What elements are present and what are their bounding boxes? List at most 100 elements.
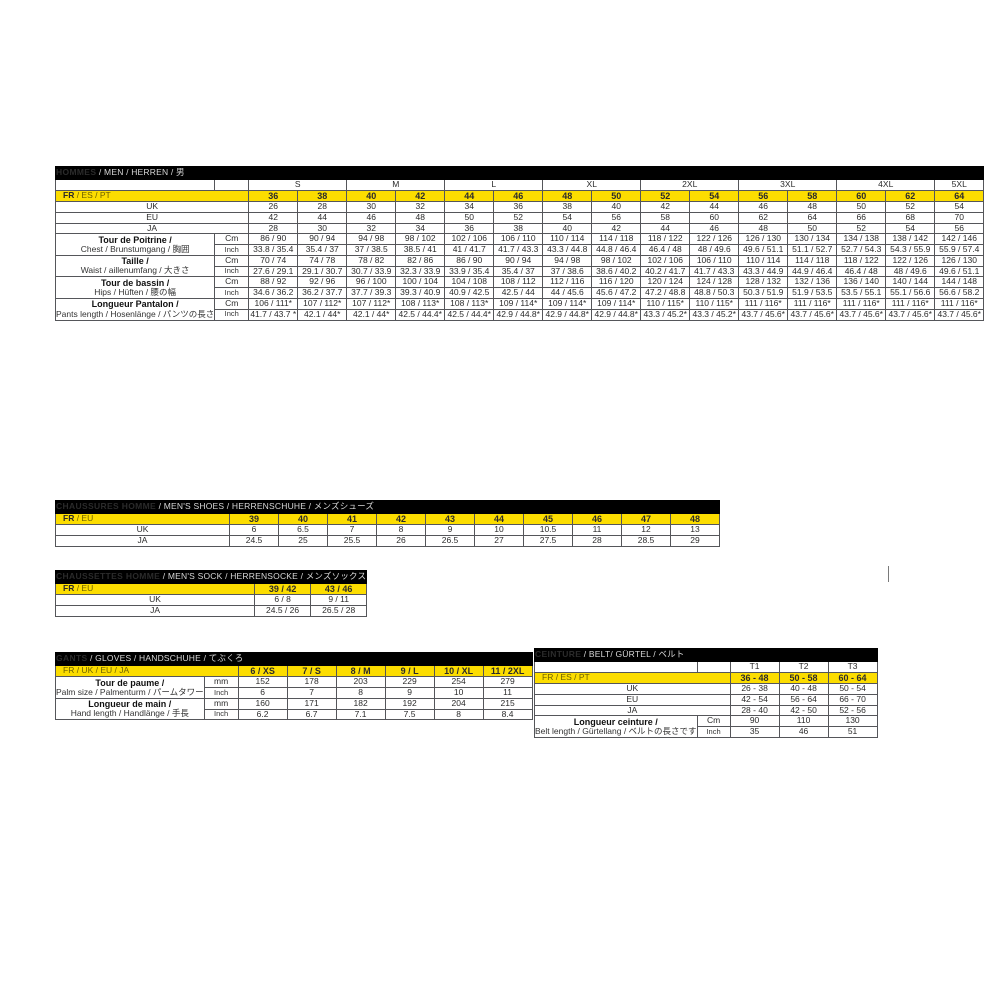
table-cell: 136 / 140 <box>836 276 887 289</box>
table-cell: 70 / 74 <box>248 254 299 267</box>
table-cell: 9 <box>425 524 475 537</box>
men-row-eu: EU 42 44 46 48 50 52 54 56 58 60 62 64 6… <box>54 211 985 224</box>
table-cell: 90 / 94 <box>493 254 544 267</box>
table-cell: 24.5 / 26 <box>254 605 312 617</box>
socks-row-uk: UK 6 / 8 9 / 11 <box>54 594 368 607</box>
table-cell: 6 <box>237 687 288 699</box>
table-cell: 42 <box>395 189 446 203</box>
table-cell: 26 - 38 <box>729 683 780 695</box>
table-cell: 111 / 116* <box>934 298 985 310</box>
table-cell: 25.5 <box>327 535 377 547</box>
table-cell: 8.4 <box>482 708 533 721</box>
belt-row-eu: EU 42 - 54 56 - 64 66 - 70 <box>534 693 878 706</box>
table-cell: 33.9 / 35.4 <box>444 265 495 278</box>
table-cell: 34.6 / 36.2 <box>248 287 299 299</box>
table-cell: 6 <box>229 524 279 537</box>
table-cell: 28 <box>297 201 348 213</box>
shoes-row-uk: UK 6 6.5 7 8 9 10 10.5 11 12 13 <box>55 524 720 537</box>
table-cell: 43.7 / 45.6* <box>787 308 838 321</box>
men-row-label-ja: JA <box>54 222 250 235</box>
table-cell: 48 <box>670 512 720 526</box>
table-cell: 46.4 / 48 <box>836 265 887 278</box>
table-cell: 42.1 / 44* <box>346 308 397 321</box>
table-cell: 40 <box>278 512 328 526</box>
table-cell: 49.6 / 51.1 <box>738 244 789 256</box>
gloves-measure-hand-mm: Longueur de main / Hand length / Handlän… <box>55 697 533 721</box>
table-cell: 62 <box>885 189 936 203</box>
shoes-row-ja: JA 24.5 25 25.5 26 26.5 27 27.5 28 28.5 … <box>55 535 720 547</box>
men-measure-label-pants-fr: Longueur Pantalon / <box>91 299 179 310</box>
table-cell: 52.7 / 54.3 <box>836 244 887 256</box>
table-cell: 106 / 110 <box>689 254 740 267</box>
men-measure-label-pants: Longueur Pantalon / Pants length / Hosen… <box>54 298 216 321</box>
table-cell: 8 / M <box>335 664 386 678</box>
belt-banner-sub: / BELT/ GÜRTEL / ベルト <box>581 649 685 660</box>
table-cell: 51 <box>827 726 878 738</box>
table-cell: 6 / 8 <box>254 594 312 607</box>
table-cell: 30 <box>297 222 348 235</box>
men-measure-hips-cm: Tour de bassin / Hips / Hüften / 腰の幅 Cm … <box>54 276 985 299</box>
table-cell: 50 <box>591 189 642 203</box>
table-cell: 34 <box>395 222 446 235</box>
table-cell: 6 / XS <box>237 664 288 678</box>
table-cell: 36 <box>248 189 299 203</box>
table-cell: 60 <box>689 211 740 224</box>
men-unit-cm-waist: Cm <box>214 254 250 267</box>
table-cell: 39.3 / 40.9 <box>395 287 446 299</box>
men-measure-label-pants-rest: Pants length / Hosenlänge / パンツの長さ <box>56 308 215 319</box>
socks-row-label-fr: FR / EU <box>54 582 256 596</box>
table-cell: 46.4 / 48 <box>640 244 691 256</box>
table-cell: 56 - 64 <box>778 693 829 706</box>
table-cell: 11 <box>482 687 533 699</box>
table-cell: 43.7 / 45.6* <box>836 308 887 321</box>
men-row-label-eu: EU <box>54 211 250 224</box>
table-cell: 102 / 106 <box>444 233 495 246</box>
table-cell: 39 / 42 <box>254 582 312 596</box>
men-group-xl: XL <box>542 179 642 191</box>
men-group-4xl: 4XL <box>836 179 936 191</box>
table-cell: 9 / 11 <box>310 594 368 607</box>
table-cell: 116 / 120 <box>591 276 642 289</box>
table-cell: 44 <box>689 201 740 213</box>
table-cell: 90 / 94 <box>297 233 348 246</box>
table-cell: 38 <box>297 189 348 203</box>
men-measure-label-chest: Tour de Poitrine / Chest / Brunstumgang … <box>54 233 216 256</box>
table-cell: 8 <box>376 524 426 537</box>
gloves-measure-label-palm-fr: Tour de paume / <box>95 677 165 688</box>
socks-row-label-fr-main: FR <box>63 583 75 594</box>
men-unit-cm-pants: Cm <box>214 298 250 310</box>
men-group-s: S <box>248 179 348 191</box>
socks-table-body: CHAUSSETTES HOMME / MEN'S SOCK / HERRENS… <box>54 570 368 617</box>
table-cell: 43 <box>425 512 475 526</box>
table-cell: 98 / 102 <box>395 233 446 246</box>
table-cell: 46 <box>738 201 789 213</box>
table-cell: 54 <box>934 201 985 213</box>
table-cell: 68 <box>885 211 936 224</box>
page-edge-tick-mark <box>888 566 889 582</box>
gloves-measure-hand-inch: Inch 6.2 6.7 7.1 7.5 8 8.4 <box>56 708 533 721</box>
belt-group-t3: T3 <box>827 661 878 673</box>
table-cell: 204 <box>433 697 484 710</box>
table-cell: 40 <box>346 189 397 203</box>
table-cell: 142 / 146 <box>934 233 985 246</box>
men-measure-label-hips-rest: Hips / Hüften / 腰の幅 <box>94 287 176 298</box>
table-cell: 37.7 / 39.3 <box>346 287 397 299</box>
shoes-row-label-ja: JA <box>55 535 230 547</box>
table-cell: 42.5 / 44.4* <box>395 308 446 321</box>
table-cell: 54 <box>542 211 593 224</box>
table-cell: 43.7 / 45.6* <box>885 308 936 321</box>
men-unit-inch-pants: Inch <box>214 308 250 321</box>
men-banner-row: HOMMES / MEN / HERREN / 男 <box>54 166 985 180</box>
shoes-row-fr-eu: FR / EU 39 40 41 42 43 44 45 46 47 48 <box>55 512 720 526</box>
table-cell: 178 <box>286 676 337 689</box>
table-cell: 55.9 / 57.4 <box>934 244 985 256</box>
men-unit-inch-chest: Inch <box>214 244 250 256</box>
gloves-unit-inch-hand: Inch <box>203 708 239 721</box>
table-cell: 43.3 / 45.2* <box>640 308 691 321</box>
table-cell: 111 / 116* <box>787 298 838 310</box>
table-cell: 33.8 / 35.4 <box>248 244 299 256</box>
belt-size-table: CEINTURE / BELT/ GÜRTEL / ベルト T1 T2 T3 F… <box>534 648 878 738</box>
table-cell: 279 <box>482 676 533 689</box>
table-cell: 48 <box>542 189 593 203</box>
table-cell: 6.5 <box>278 524 328 537</box>
